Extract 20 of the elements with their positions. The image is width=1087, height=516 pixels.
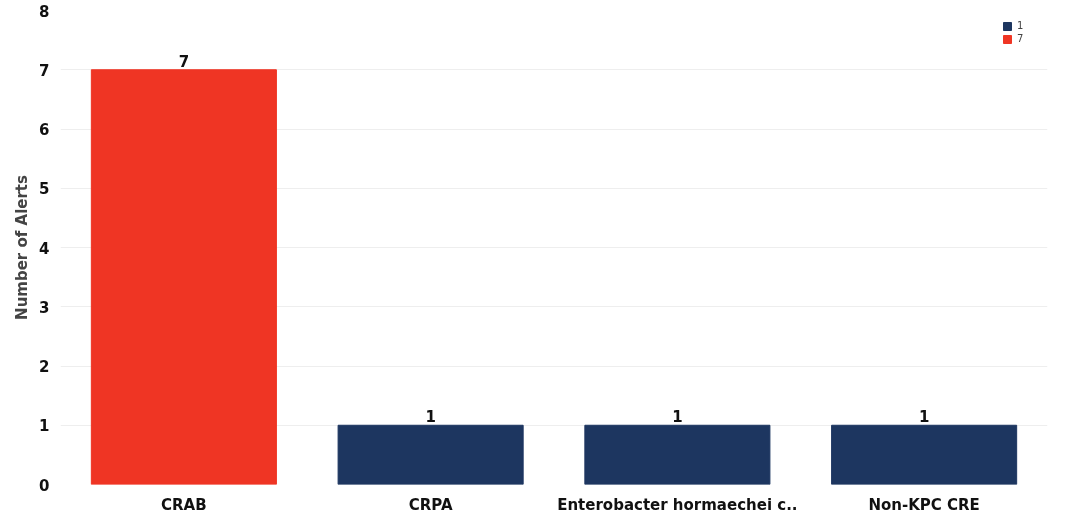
data-label: 1	[918, 408, 930, 427]
data-label: 7	[178, 52, 190, 71]
legend-label: 7	[1017, 33, 1025, 44]
y-tick-label: 3	[39, 298, 50, 317]
x-tick-label: CRPA	[408, 495, 453, 514]
y-tick-label: 8	[39, 2, 50, 21]
x-tick-label: Non-KPC CRE	[868, 495, 980, 514]
y-tick-label: 1	[39, 417, 50, 436]
y-tick-label: 5	[39, 180, 50, 199]
y-tick-label: 2	[39, 358, 50, 376]
data-label: 1	[672, 408, 683, 427]
y-tick-label: 0	[39, 476, 50, 495]
legend-label: 1	[1017, 20, 1025, 31]
y-tick-label: 6	[39, 121, 50, 139]
x-tick-label: CRAB	[161, 495, 207, 514]
y-axis-title: Number of Alerts	[13, 175, 32, 320]
data-label: 1	[425, 408, 436, 427]
y-tick-label: 4	[39, 239, 50, 258]
y-tick-label: 7	[39, 61, 50, 80]
x-tick-label: Enterobacter hormaechei c..	[557, 495, 798, 514]
